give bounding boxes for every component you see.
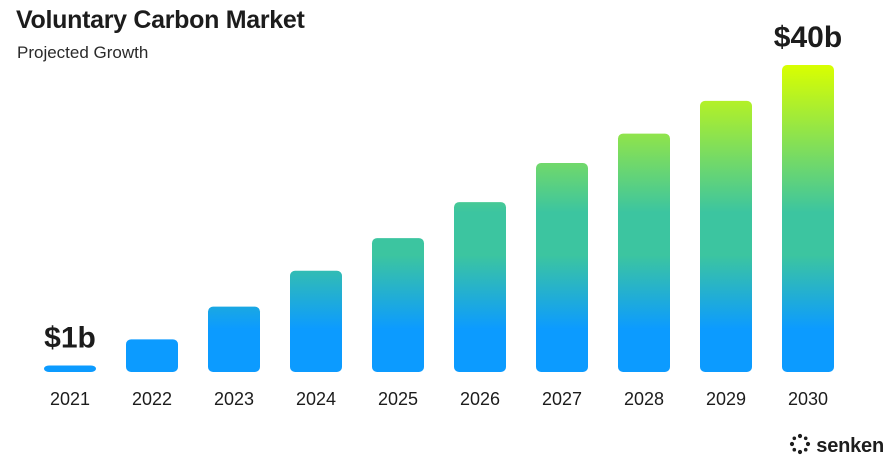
- x-tick-label-2023: 2023: [214, 389, 254, 409]
- bars-group: [44, 65, 834, 372]
- bar-2022: [126, 339, 178, 372]
- bar-2023: [208, 306, 260, 372]
- x-tick-label-2027: 2027: [542, 389, 582, 409]
- bar-2026: [454, 202, 506, 372]
- data-label-2021: $1b: [44, 321, 96, 354]
- bar-2021: [44, 365, 96, 372]
- x-tick-label-2030: 2030: [788, 389, 828, 409]
- bar-2030: [782, 65, 834, 372]
- chart-subtitle: Projected Growth: [17, 43, 149, 62]
- brand: senken: [789, 433, 884, 460]
- bar-2028: [618, 133, 670, 372]
- senken-logo-icon: [789, 433, 811, 460]
- bar-2027: [536, 162, 588, 372]
- x-tick-label-2025: 2025: [378, 389, 418, 409]
- x-tick-label-2024: 2024: [296, 389, 336, 409]
- bar-2025: [372, 238, 424, 372]
- chart-title: Voluntary Carbon Market: [16, 6, 305, 34]
- x-axis-tick-labels: 2021 2022 2023 2024 2025 2026 2027 2028 2029 2030: [50, 389, 828, 409]
- x-tick-label-2028: 2028: [624, 389, 664, 409]
- data-label-2030: $40b: [774, 21, 842, 54]
- x-tick-label-2022: 2022: [132, 389, 172, 409]
- data-labels: $1b $40b: [44, 21, 842, 354]
- bar-2029: [700, 100, 752, 372]
- x-tick-label-2029: 2029: [706, 389, 746, 409]
- brand-name: senken: [816, 435, 884, 457]
- x-tick-label-2026: 2026: [460, 389, 500, 409]
- x-tick-label-2021: 2021: [50, 389, 90, 409]
- bar-2024: [290, 270, 342, 372]
